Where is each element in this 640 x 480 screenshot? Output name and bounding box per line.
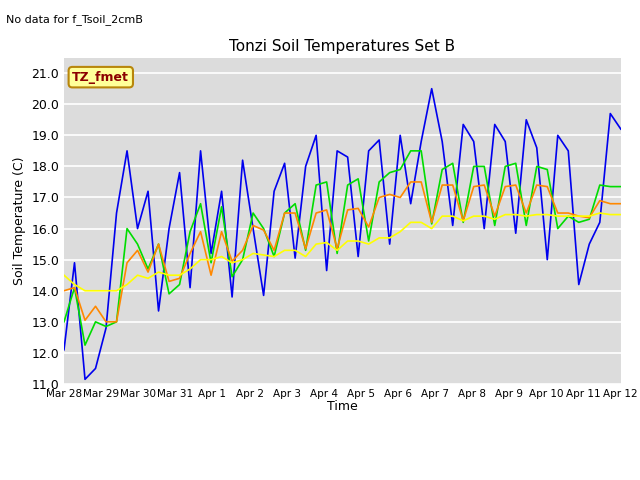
Y-axis label: Soil Temperature (C): Soil Temperature (C) (13, 156, 26, 285)
Text: No data for f_Tsoil_2cmB: No data for f_Tsoil_2cmB (6, 14, 143, 25)
X-axis label: Time: Time (327, 400, 358, 413)
Title: Tonzi Soil Temperatures Set B: Tonzi Soil Temperatures Set B (229, 39, 456, 54)
Text: TZ_fmet: TZ_fmet (72, 71, 129, 84)
Legend: -4cm, -8cm, -16cm, -32cm: -4cm, -8cm, -16cm, -32cm (174, 479, 511, 480)
